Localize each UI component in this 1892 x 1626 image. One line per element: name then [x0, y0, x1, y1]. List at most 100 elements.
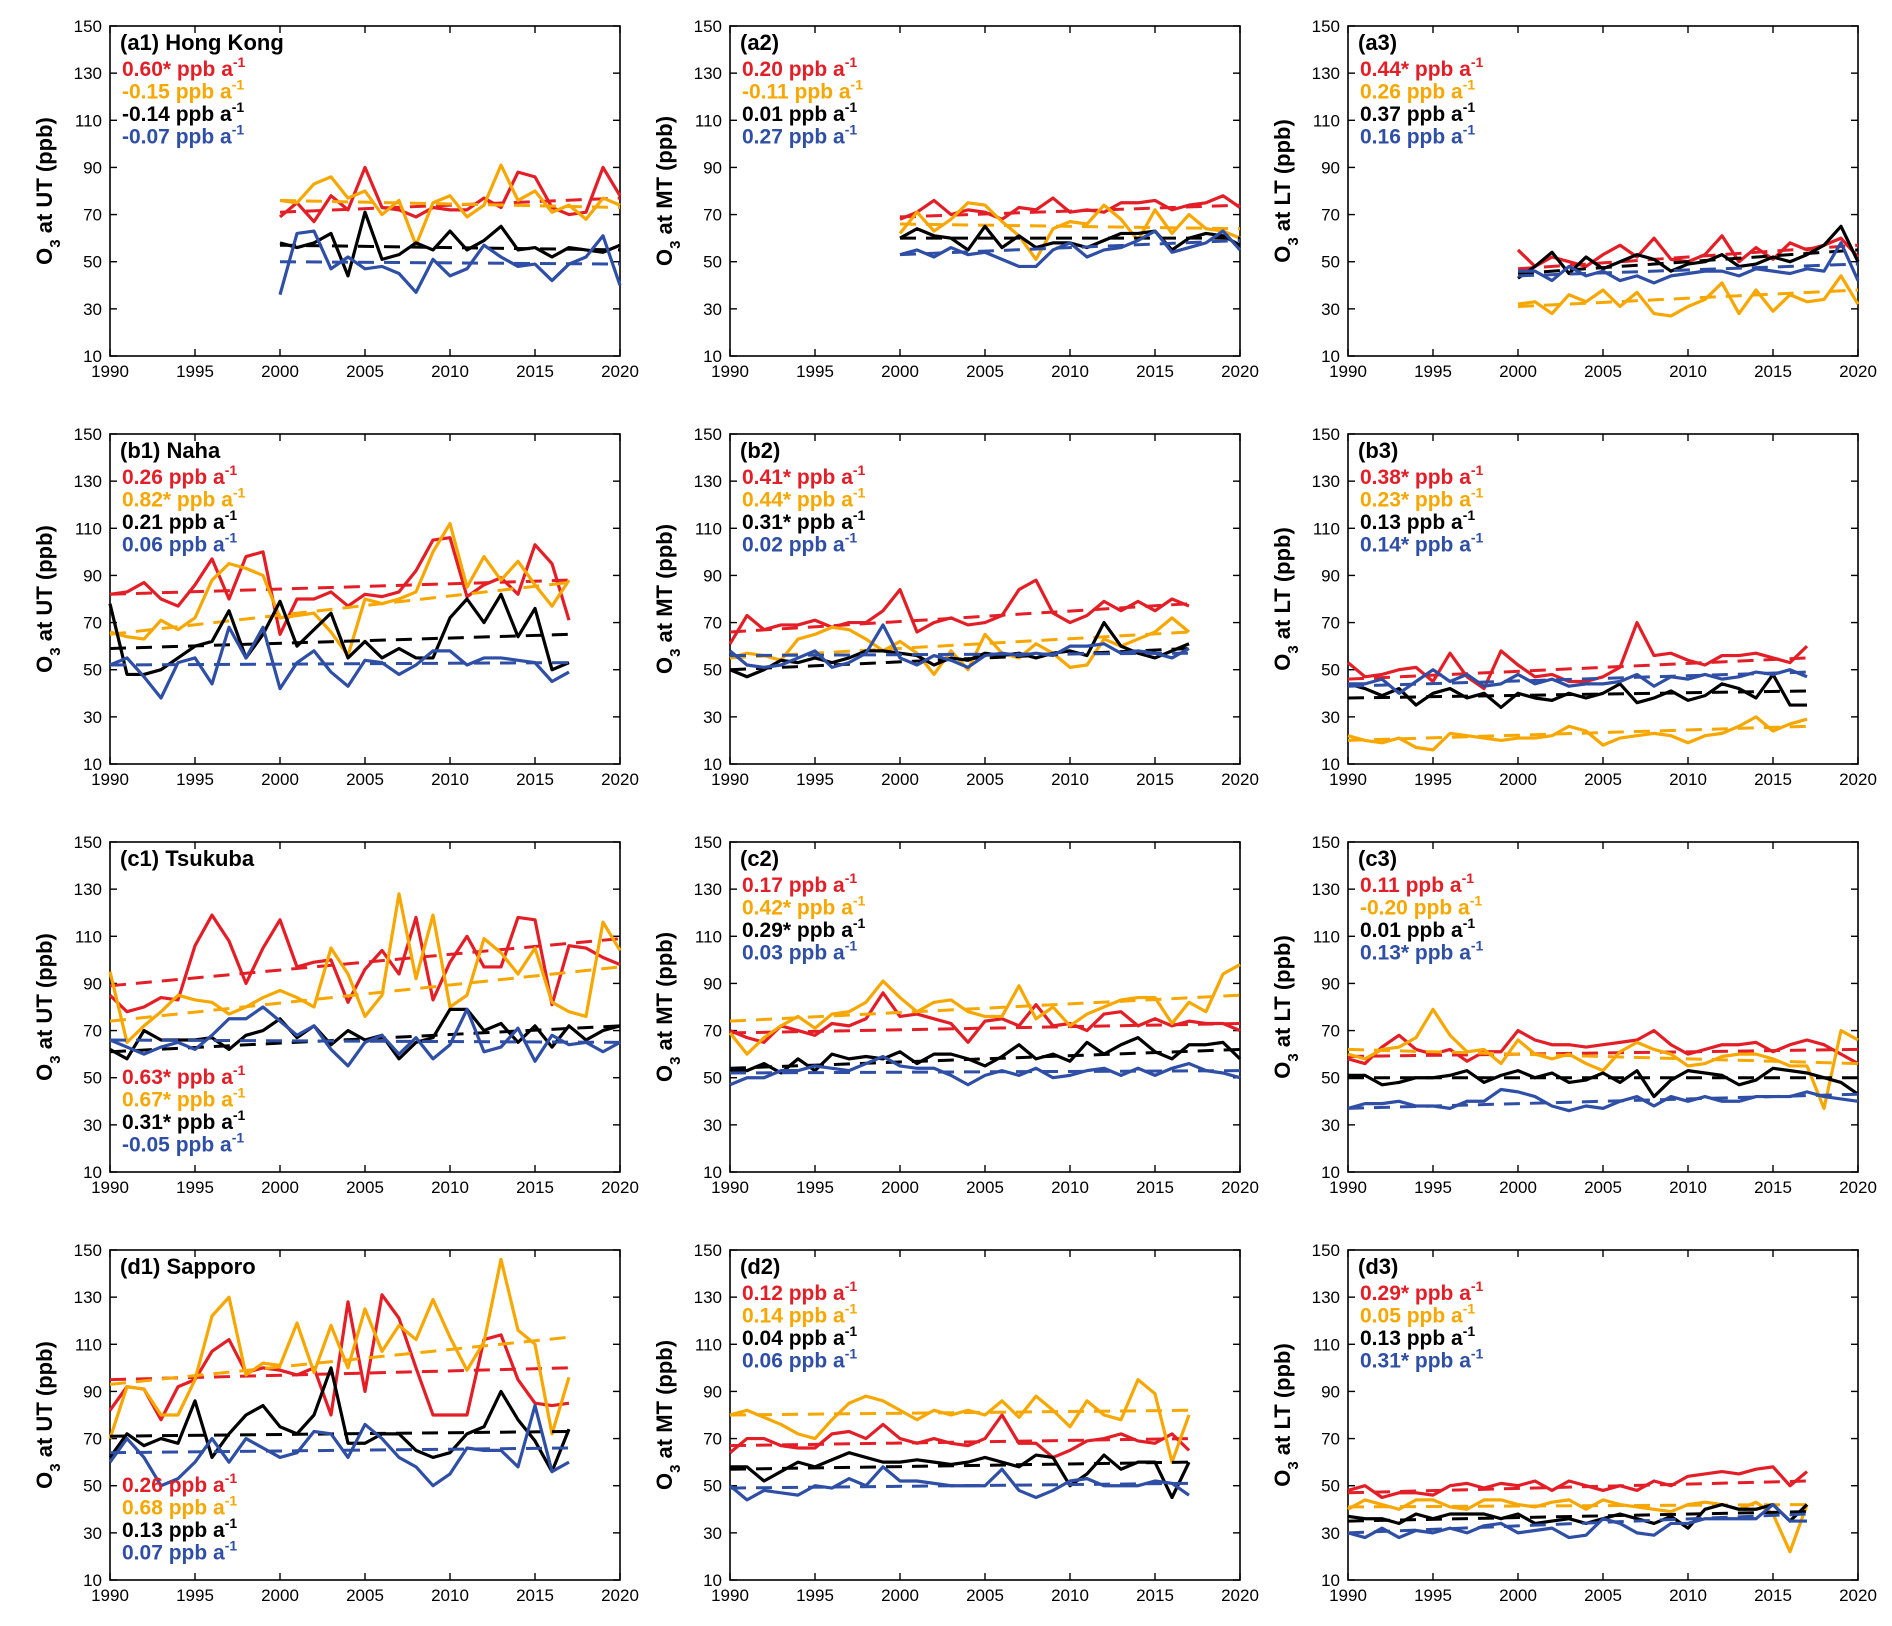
- trend-label: 0.29* ppb a-1: [1360, 1278, 1484, 1305]
- trend-value: 0.07: [122, 1542, 169, 1565]
- trend-unit-sup: -1: [1463, 507, 1476, 523]
- trend-label: 0.14 ppb a-1: [742, 1301, 857, 1328]
- panel-a1: 10 30 50 70 90 110 130 150 1990 1995 2000 2005 2010 2…: [32, 17, 639, 381]
- x-tick-label: 2000: [1499, 770, 1537, 789]
- series-line-red: [1346, 620, 1809, 691]
- y-tick-label: 90: [703, 1382, 722, 1401]
- y-tick-label: 90: [1321, 1382, 1340, 1401]
- series-line-black: [108, 1366, 571, 1474]
- trend-unit: ppb a: [797, 897, 853, 920]
- y-tick-label: 110: [75, 1335, 102, 1354]
- panel-b3: 10 30 50 70 90 110 130 150 1990 1995 2000 2005 2010 2…: [1270, 425, 1877, 789]
- y-tick-label: 30: [703, 1524, 722, 1543]
- y-tick-label: 150: [1312, 1241, 1340, 1260]
- x-tick-label: 2020: [1221, 362, 1259, 381]
- y-tick-label: 150: [74, 425, 102, 444]
- trend-label: 0.26 ppb a-1: [1360, 77, 1475, 104]
- y-tick-label: 10: [703, 1163, 722, 1182]
- y-tick-label: 130: [1312, 472, 1340, 491]
- trend-unit-sup: -1: [1470, 893, 1483, 909]
- y-axis-label-sub: 3: [667, 1465, 684, 1473]
- trend-line-red: [1347, 1047, 1859, 1058]
- panel-title: (b3): [1358, 438, 1398, 463]
- y-tick-label: 10: [1321, 755, 1340, 774]
- y-tick-label: 50: [1321, 1069, 1340, 1088]
- series-line-orange: [898, 201, 1241, 261]
- trend-unit-sup: -1: [853, 485, 866, 501]
- y-axis-label-sub: 3: [667, 1057, 684, 1065]
- trend-label: 0.03 ppb a-1: [742, 938, 857, 965]
- trend-unit: ppb a: [177, 489, 233, 512]
- x-tick-label: 2010: [1669, 770, 1707, 789]
- series-line-red: [108, 1293, 570, 1422]
- trend-value: 0.16: [1360, 126, 1407, 149]
- trend-label: 0.11 ppb a-1: [1360, 870, 1474, 897]
- x-tick-label: 2000: [881, 362, 919, 381]
- x-tick-label: 2015: [516, 1586, 554, 1605]
- x-tick-label: 1990: [1329, 1586, 1367, 1605]
- y-tick-label: 90: [703, 974, 722, 993]
- trend-value: 0.44*: [1360, 58, 1415, 81]
- y-tick-label: 50: [1321, 1477, 1340, 1496]
- x-tick-label: 2020: [1221, 770, 1259, 789]
- y-tick-label: 30: [83, 1116, 102, 1135]
- trend-unit: ppb a: [789, 534, 845, 557]
- y-tick-label: 130: [694, 880, 722, 899]
- series-line-blue: [729, 1054, 1241, 1087]
- panel-title: (b2): [740, 438, 780, 463]
- trend-unit: ppb a: [1415, 489, 1471, 512]
- series-line-blue: [108, 1403, 570, 1488]
- trend-unit: ppb a: [1415, 534, 1471, 557]
- trend-unit: ppb a: [177, 58, 233, 81]
- y-tick-label: 70: [83, 614, 102, 633]
- y-tick-label: 150: [694, 17, 722, 36]
- trend-unit: ppb a: [789, 874, 845, 897]
- trend-unit-sup: -1: [232, 77, 245, 93]
- trend-value: 0.44*: [742, 489, 797, 512]
- trend-line-red: [729, 602, 1190, 634]
- trend-label: 0.63* ppb a-1: [122, 1062, 246, 1089]
- x-tick-label: 2010: [1051, 1178, 1089, 1197]
- y-tick-label: 30: [1321, 708, 1340, 727]
- y-tick-label: 150: [74, 1241, 102, 1260]
- trend-value: 0.41*: [742, 466, 797, 489]
- trend-unit-sup: -1: [1463, 1323, 1476, 1339]
- trend-line-blue: [729, 651, 1190, 658]
- x-tick-label: 2015: [1754, 1178, 1792, 1197]
- trend-unit-sup: -1: [845, 870, 858, 886]
- x-tick-label: 1995: [176, 1586, 214, 1605]
- y-axis-label-sub: 3: [47, 239, 64, 247]
- series-line-red: [728, 1413, 1191, 1460]
- trend-line-black: [109, 1430, 570, 1438]
- y-tick-label: 130: [694, 1288, 722, 1307]
- trend-line-red: [729, 1022, 1241, 1035]
- x-tick-label: 2005: [1584, 770, 1622, 789]
- trend-unit: ppb a: [177, 1089, 233, 1112]
- trend-unit-sup: -1: [232, 99, 245, 115]
- x-tick-label: 1995: [796, 362, 834, 381]
- trend-unit: ppb a: [176, 81, 232, 104]
- trend-value: 0.01: [1360, 919, 1407, 942]
- trend-unit-sup: -1: [225, 530, 238, 546]
- y-tick-label: 30: [83, 708, 102, 727]
- trend-label: 0.13 ppb a-1: [122, 1515, 237, 1542]
- trend-unit: ppb a: [1415, 58, 1471, 81]
- y-tick-label: 10: [1321, 1163, 1340, 1182]
- trend-unit-sup: -1: [845, 1278, 858, 1294]
- y-axis-label-rest: at LT (ppb): [1270, 119, 1295, 237]
- x-tick-label: 2015: [1136, 362, 1174, 381]
- x-tick-label: 2005: [1584, 362, 1622, 381]
- y-axis-label-sub: 3: [47, 1055, 64, 1063]
- x-tick-label: 1995: [1414, 362, 1452, 381]
- trend-unit-sup: -1: [1463, 1301, 1476, 1317]
- trend-unit-sup: -1: [233, 54, 246, 70]
- y-tick-label: 130: [74, 1288, 102, 1307]
- trend-label: 0.01 ppb a-1: [1360, 915, 1475, 942]
- x-tick-label: 1990: [711, 362, 749, 381]
- trend-value: 0.17: [742, 874, 789, 897]
- x-tick-label: 2005: [346, 770, 384, 789]
- x-tick-label: 2010: [1051, 1586, 1089, 1605]
- y-tick-label: 130: [74, 64, 102, 83]
- trend-label: 0.12 ppb a-1: [742, 1278, 857, 1305]
- y-tick-label: 90: [703, 566, 722, 585]
